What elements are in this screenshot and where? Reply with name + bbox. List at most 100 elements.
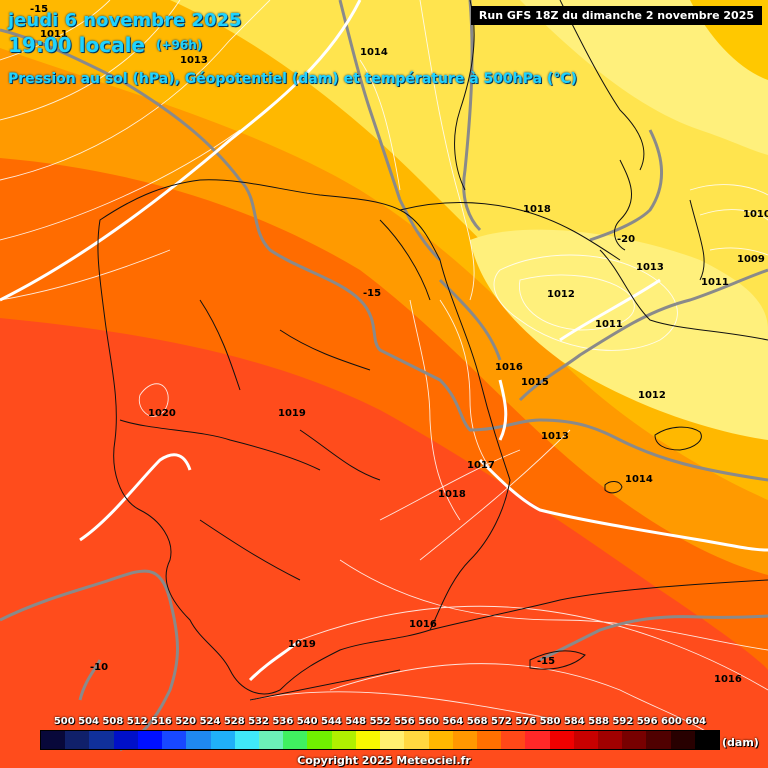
legend-unit: (dam) [722,736,759,749]
legend-swatch [89,731,114,749]
legend-tick-label: 532 [248,716,269,727]
pressure-label: 1009 [737,254,765,265]
pressure-label: 1018 [438,489,466,500]
coastlines [97,0,768,701]
legend-tick-label: 528 [223,716,245,727]
legend-tick-label: 564 [442,716,464,727]
pressure-label: 1012 [547,289,575,300]
legend-tick-label: 572 [490,716,512,727]
pressure-label: 1014 [360,47,388,58]
legend-tick-label: 580 [539,716,561,727]
legend-swatch [476,731,502,749]
legend-tick-labels: 500 504 508 512 516 520 524 528 532 536 540 544 548 5… [54,716,720,730]
pressure-label: 1013 [180,55,208,66]
band-556 [520,0,768,155]
legend-tick-label: 540 [296,716,318,727]
legend-tick-label: 556 [393,716,415,727]
pressure-label: 1010 [743,209,768,220]
pressure-label: 1017 [467,460,495,471]
legend-tick-label: 568 [466,716,488,727]
map-description: Pression au sol (hPa), Géopotentiel (dam… [8,71,577,87]
legend-tick-label: 596 [636,716,658,727]
pressure-label: 1019 [278,408,306,419]
legend-swatch [549,731,574,749]
legend-swatch [331,731,356,749]
legend-tick-label: 520 [175,716,197,727]
legend-swatch [404,731,429,749]
temperature-label: -10 [90,662,108,673]
pressure-label: 1013 [636,262,664,273]
legend-tick-label: 508 [102,716,124,727]
temperature-label: -20 [617,234,635,245]
legend-swatch [137,731,163,749]
legend-swatch [670,731,695,749]
legend-swatch [598,731,623,749]
pressure-label: 1016 [714,674,742,685]
pressure-label: 1016 [495,362,523,373]
legend-swatch [622,731,647,749]
legend-swatch [283,731,308,749]
pressure-label: 1019 [288,639,316,650]
pressure-label: 1014 [625,474,653,485]
forecast-date: jeudi 6 novembre 2025 [8,10,242,31]
legend-swatch [162,731,187,749]
legend-tick-label: 604 [685,716,707,727]
legend-swatch [210,731,235,749]
color-legend [40,730,720,750]
pressure-label: 1016 [409,619,437,630]
pressure-label: 1011 [595,319,623,330]
legend-tick-label: 588 [588,716,609,727]
legend-swatch [186,731,211,749]
legend-tick-label: 600 [660,716,682,727]
temperature-label: -15 [363,288,381,299]
forecast-time: 19:00 locale (+96h) [8,33,202,57]
isotherms [0,0,768,752]
forecast-time-label: 19:00 locale [8,33,145,57]
pressure-label: 1012 [638,390,666,401]
legend-swatch [501,731,526,749]
legend-tick-label: 584 [563,716,585,727]
legend-tick-label: 560 [418,716,439,727]
legend-swatch [380,731,405,749]
temperature-label: -15 [30,4,48,15]
legend-swatch [65,731,90,749]
legend-tick-label: 552 [369,716,391,727]
legend-tick-label: 548 [345,716,367,727]
highlight-lines [0,0,768,682]
temperature-labels: -15 -20 -15 -15 -10 [30,4,635,673]
legend-tick-label: 524 [199,716,221,727]
pressure-label: 1018 [523,204,551,215]
temperature-label: -15 [537,656,555,667]
legend-swatch [307,731,332,749]
pressure-label: 1011 [701,277,729,288]
legend-swatch [428,731,453,749]
legend-tick-label: 512 [126,716,148,727]
pressure-label: 1015 [521,377,549,388]
legend-swatch [573,731,599,749]
legend-tick-label: 576 [515,716,537,727]
legend-swatch [41,731,66,749]
legend-tick-label: 544 [320,716,342,727]
pressure-label: 1020 [148,408,176,419]
legend-swatch [113,731,138,749]
legend-swatch [694,731,720,749]
band-556-pocket [470,229,768,440]
legend-swatch [355,731,381,749]
copyright: Copyright 2025 Meteociel.fr [297,754,471,767]
legend-tick-label: 516 [150,716,172,727]
legend-tick-label: 536 [272,716,294,727]
run-info-badge: Run GFS 18Z du dimanche 2 novembre 2025 [470,6,762,25]
pressure-label: 1013 [541,431,569,442]
pressure-label: 1011 [40,29,68,40]
legend-swatch [525,731,550,749]
isobars [0,0,768,741]
legend-swatch [234,731,259,749]
lead-time: (+96h) [155,38,203,52]
legend-swatch [258,731,284,749]
legend-tick-label: 504 [78,716,99,727]
legend-tick-label: 592 [612,716,634,727]
legend-swatch [646,731,671,749]
legend-tick-label: 500 [53,716,75,727]
pressure-labels: 1011 1013 1014 1018 1010 1009 1013 1011 … [40,29,768,685]
